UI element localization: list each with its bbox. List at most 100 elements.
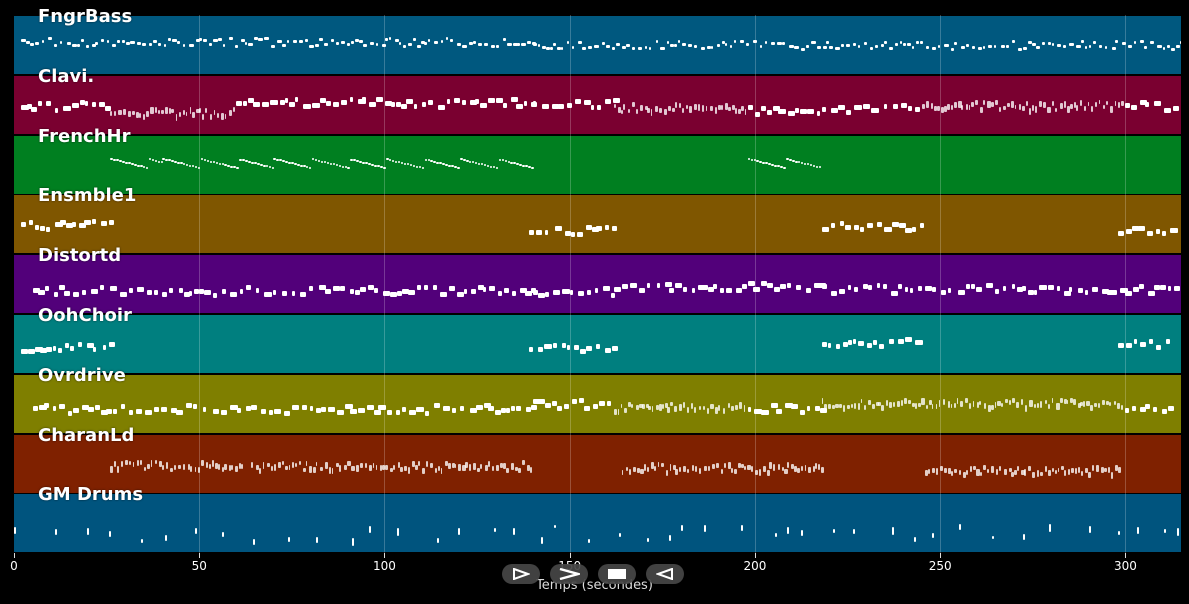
note [773,287,780,293]
track-label: GM Drums [38,484,144,505]
note [822,46,827,50]
note [1165,338,1171,344]
track-lane[interactable] [14,195,1181,253]
note [448,164,451,167]
tick-label: 100 [373,559,396,573]
note [218,464,221,470]
note [761,105,767,111]
note [804,465,807,472]
fast-forward-button[interactable] [550,564,588,584]
note [293,39,297,43]
note [81,290,87,296]
note [21,104,30,110]
note [506,467,509,473]
note [473,41,477,44]
note [430,160,433,163]
note [1118,342,1125,348]
note [1080,401,1084,407]
note [911,227,917,233]
note [1161,231,1166,237]
note [847,284,851,290]
stop-button[interactable] [598,564,636,584]
note [891,527,894,535]
track-lane[interactable] [14,315,1181,373]
note [502,37,506,41]
note [437,104,445,110]
note [769,462,773,469]
note [1087,472,1091,479]
note [451,165,454,168]
track-lane[interactable] [14,494,1181,552]
note [255,464,259,471]
track-lane[interactable] [14,136,1181,194]
rewind-button[interactable] [646,564,684,584]
note [960,401,964,408]
note [762,161,765,164]
note [966,103,968,111]
note [139,460,142,466]
note [100,409,108,415]
note [1031,104,1035,111]
play-button[interactable] [502,564,540,584]
note [52,345,56,351]
track-lane[interactable] [14,76,1181,134]
note [436,538,439,543]
note [339,285,345,291]
note [786,158,789,161]
note [754,469,759,475]
note [401,407,406,413]
note [1001,402,1003,407]
note [714,407,719,414]
note [990,101,994,107]
note [171,160,174,163]
note [1145,101,1149,107]
note [612,345,618,351]
note [1077,403,1081,409]
note [530,467,532,473]
track-lane[interactable] [14,435,1181,493]
note [670,402,673,407]
note [1171,47,1175,51]
track-lane[interactable] [14,375,1181,433]
note [510,462,515,470]
note [309,406,314,412]
note [495,44,500,48]
note [1089,404,1093,412]
note [456,292,464,298]
note [661,462,665,468]
note [392,464,396,471]
note [983,465,986,470]
note [947,103,950,111]
note [925,45,930,49]
note [532,101,537,107]
note [1089,526,1092,533]
note [905,287,909,292]
note [491,465,495,471]
note [445,37,448,40]
note [545,229,549,235]
note [943,44,949,48]
note [630,283,637,289]
note [276,158,279,161]
note [347,43,351,46]
tick-mark [754,553,756,558]
note [170,408,177,414]
note [692,288,696,294]
note [388,159,392,162]
track-lane[interactable] [14,255,1181,313]
note [120,404,126,410]
note [407,43,412,47]
note [763,466,766,473]
note [504,160,507,163]
note [460,406,464,411]
note [1023,533,1026,540]
note [928,469,931,474]
note [484,464,488,472]
track-lane[interactable] [14,16,1181,74]
note [246,284,252,290]
note [1166,45,1170,49]
note [142,165,146,168]
note [570,231,576,237]
note [424,41,427,45]
